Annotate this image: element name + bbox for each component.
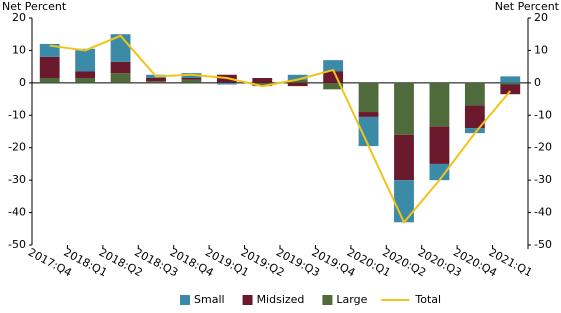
- bar: [394, 180, 414, 223]
- bar: [146, 77, 166, 82]
- legend-swatch: [180, 295, 190, 305]
- y-tick-label: 20: [12, 11, 26, 24]
- bar: [464, 128, 485, 134]
- bar: [429, 82, 450, 127]
- y2-axis-label: Net Percent: [495, 0, 560, 13]
- bar: [75, 77, 96, 83]
- y2-tick-label: -10: [534, 108, 552, 121]
- y2-tick-label: 10: [534, 43, 548, 56]
- y-tick-label: -10: [8, 108, 26, 121]
- bar: [464, 82, 485, 106]
- bar: [287, 74, 308, 80]
- bar: [252, 82, 273, 87]
- bar: [464, 105, 485, 129]
- y2-tick-label: 0: [534, 76, 541, 89]
- legend-label: Midsized: [257, 293, 305, 306]
- bar: [110, 73, 131, 83]
- y-tick-label: -50: [8, 238, 26, 251]
- bar: [75, 48, 96, 72]
- bar: [39, 56, 60, 78]
- bar: [323, 82, 344, 90]
- bar: [500, 76, 521, 83]
- bar: [252, 77, 273, 83]
- y2-tick-label: -20: [534, 141, 552, 154]
- y-tick-label: 0: [19, 76, 26, 89]
- bar: [323, 71, 344, 83]
- bar: [429, 126, 450, 164]
- legend-swatch: [242, 295, 253, 305]
- y2-tick-label: -40: [534, 206, 552, 219]
- bar: [358, 116, 379, 147]
- y-axis-label: Net Percent: [2, 0, 67, 13]
- bar: [429, 163, 450, 181]
- bar: [75, 71, 96, 78]
- line: [49, 34, 512, 225]
- legend-swatch: [322, 295, 333, 305]
- bar: [110, 61, 131, 74]
- bar: [287, 82, 308, 87]
- y2-tick-label: -50: [534, 238, 552, 251]
- legend-label: Total: [414, 293, 441, 306]
- bar: [358, 82, 379, 113]
- bar: [216, 82, 237, 85]
- y-tick-label: 10: [12, 43, 26, 56]
- bar: [146, 81, 166, 83]
- bar: [39, 77, 60, 83]
- legend-label: Small: [194, 293, 225, 306]
- legend-label: Large: [336, 293, 367, 306]
- bar: [500, 82, 521, 85]
- bar: [394, 134, 414, 181]
- bar: [358, 112, 379, 117]
- bar: [500, 84, 521, 95]
- bar: [181, 79, 202, 83]
- y2-tick-label: -30: [534, 173, 552, 186]
- bar: [394, 82, 414, 135]
- bar: [323, 60, 344, 72]
- y-tick-label: -30: [8, 173, 26, 186]
- y2-tick-label: 20: [534, 11, 548, 24]
- y-tick-label: -40: [8, 206, 26, 219]
- bar: [287, 79, 308, 83]
- y-tick-label: -20: [8, 141, 26, 154]
- bar: [181, 77, 202, 80]
